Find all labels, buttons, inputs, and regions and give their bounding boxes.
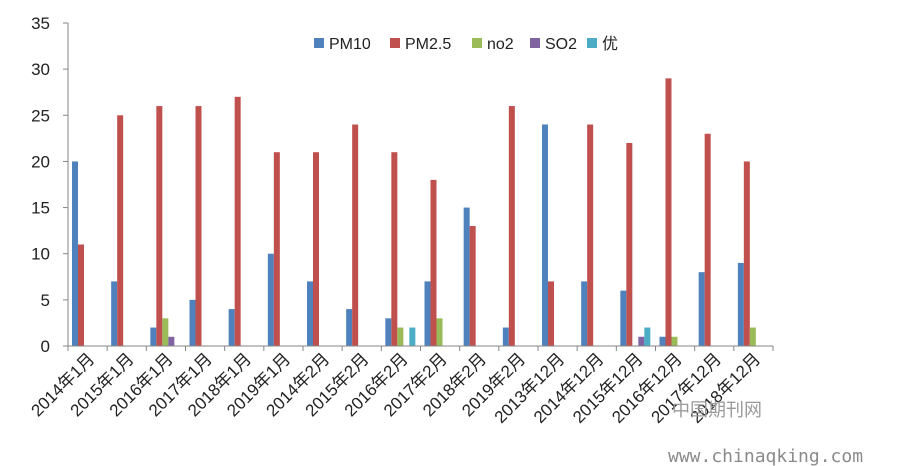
y-tick-label: 35 [31, 14, 50, 33]
bar-no2-2016年2月 [397, 327, 404, 346]
bar-PM2.5-2018年1月 [234, 96, 241, 346]
bar-PM10-2015年1月 [111, 281, 118, 346]
bar-PM2.5-2014年1月 [78, 244, 84, 346]
y-tick-label: 5 [41, 291, 50, 310]
legend-swatch [314, 38, 324, 48]
bar-PM2.5-2014年12月 [587, 124, 594, 346]
bar-PM10-2016年1月 [150, 327, 157, 346]
legend-swatch [472, 38, 482, 48]
bar-no2-2017年2月 [436, 318, 443, 346]
bar-PM10-2019年1月 [267, 253, 274, 346]
bar-no2-2016年12月 [671, 336, 678, 346]
bar-PM2.5-2018年12月 [743, 161, 750, 346]
bar-PM10-2014年1月 [72, 161, 78, 346]
bar-PM2.5-2019年1月 [273, 152, 280, 346]
legend-label: SO2 [545, 36, 577, 53]
bar-PM10-2015年12月 [620, 290, 627, 346]
bar-SO2-2015年12月 [638, 336, 645, 346]
legend-swatch [587, 38, 597, 48]
legend-swatch [390, 38, 400, 48]
bar-PM2.5-2013年12月 [548, 281, 554, 346]
bar-PM2.5-2015年12月 [626, 142, 633, 346]
legend-label: PM2.5 [405, 36, 451, 53]
bar-PM10-2019年2月 [502, 327, 509, 346]
bar-PM2.5-2015年2月 [352, 124, 359, 346]
bar-PM10-2016年2月 [385, 318, 392, 346]
bar-PM10-2018年12月 [737, 262, 744, 346]
bars-group [72, 78, 756, 347]
y-tick-label: 15 [31, 199, 50, 218]
bar-PM10-2017年1月 [189, 299, 196, 346]
y-tick-label: 0 [41, 337, 50, 356]
legend: PM10 PM2.5 no2 SO2 优 [314, 35, 618, 53]
bar-PM2.5-2017年2月 [430, 179, 437, 346]
watermark: 中国期刊网 www.chinaqking.com [668, 400, 863, 466]
bar-PM10-2016年12月 [659, 336, 666, 346]
legend-label: no2 [487, 36, 514, 53]
bar-no2-2016年1月 [162, 318, 169, 346]
bar-PM10-2018年1月 [228, 309, 235, 346]
bar-PM10-2017年12月 [698, 272, 705, 346]
bar-PM2.5-2017年12月 [704, 133, 711, 346]
y-tick-label: 30 [31, 60, 50, 79]
bar-PM2.5-2016年2月 [391, 152, 398, 346]
legend-label: 优 [602, 35, 618, 53]
bar-PM10-2014年2月 [307, 281, 313, 346]
bar-PM2.5-2017年1月 [195, 106, 202, 346]
y-axis-ticks: 0 5 10 15 20 25 30 35 [31, 14, 68, 356]
bar-PM10-2014年12月 [581, 281, 588, 346]
bar-PM10-2015年2月 [346, 309, 353, 346]
bar-PM10-2018年2月 [463, 207, 470, 346]
y-tick-label: 25 [31, 106, 50, 125]
y-tick-label: 10 [31, 245, 50, 264]
bar-PM2.5-2014年2月 [313, 152, 319, 346]
bar-PM2.5-2018年2月 [469, 226, 476, 346]
bar-PM2.5-2019年2月 [508, 106, 515, 346]
bar-SO2-2016年1月 [168, 336, 175, 346]
bar-no2-2018年12月 [749, 327, 756, 346]
bar-PM2.5-2016年12月 [665, 78, 672, 346]
legend-swatch [530, 38, 540, 48]
y-tick-label: 20 [31, 152, 50, 171]
watermark-logo: 中国期刊网 [672, 400, 762, 421]
x-axis-ticks: 2014年1月2015年1月2016年1月2017年1月2018年1月2019年… [28, 346, 774, 427]
bar-优-2015年12月 [644, 327, 651, 346]
watermark-url: www.chinaqking.com [668, 446, 863, 466]
bar-优-2016年2月 [409, 327, 416, 346]
bar-PM10-2017年2月 [424, 281, 431, 346]
legend-label: PM10 [329, 36, 371, 53]
bar-PM2.5-2015年1月 [117, 115, 124, 347]
bar-PM2.5-2016年1月 [156, 106, 163, 346]
bar-PM10-2013年12月 [542, 124, 548, 346]
